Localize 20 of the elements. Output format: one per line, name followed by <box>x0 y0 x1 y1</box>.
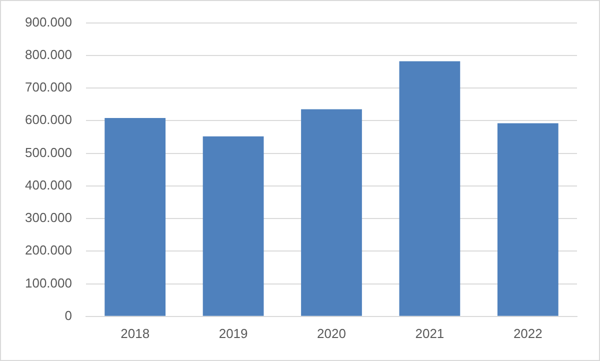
y-tick-label: 400.000 <box>24 177 72 192</box>
x-tick-label: 2021 <box>415 326 444 341</box>
bar <box>104 118 166 316</box>
x-tick-label: 2018 <box>120 326 150 341</box>
bar <box>497 123 558 316</box>
bar <box>202 136 264 316</box>
y-tick-label: 700.000 <box>24 80 72 95</box>
y-tick-label: 0 <box>64 308 72 323</box>
bar <box>399 61 460 316</box>
y-tick-label: 100.000 <box>24 275 72 290</box>
y-tick-label: 200.000 <box>24 242 72 258</box>
x-tick-label: 2019 <box>218 326 248 341</box>
y-tick-label: 800.000 <box>24 47 72 62</box>
bar <box>301 109 362 316</box>
y-tick-label: 900.000 <box>24 14 72 30</box>
x-tick-label: 2022 <box>513 326 542 341</box>
y-tick-label: 600.000 <box>24 112 72 128</box>
x-tick-label: 2020 <box>317 326 346 341</box>
y-tick-label: 500.000 <box>24 144 72 160</box>
y-tick-label: 300.000 <box>24 210 72 226</box>
